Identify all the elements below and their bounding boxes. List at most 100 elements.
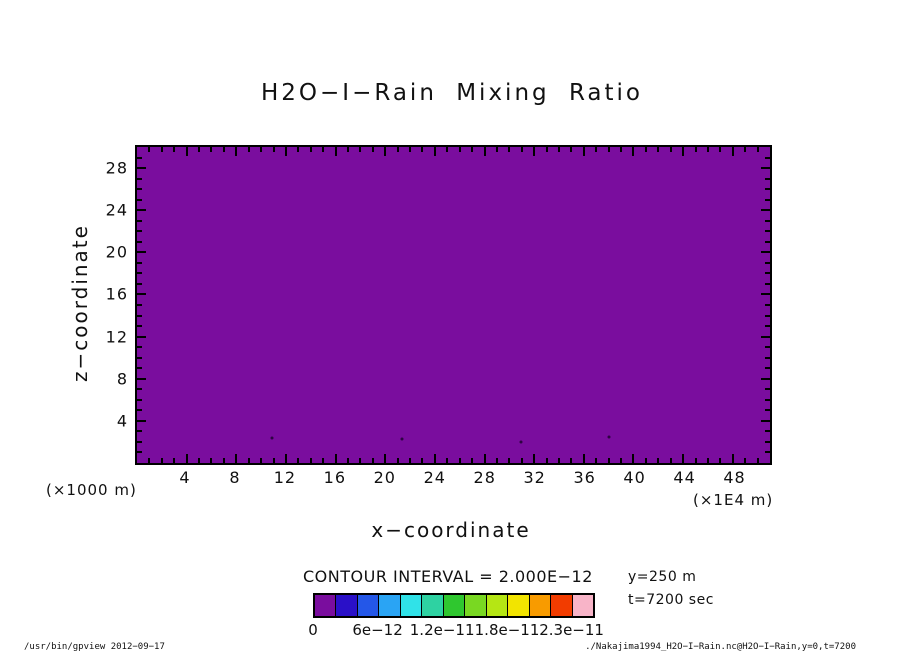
tick-mark: [137, 272, 142, 275]
colorbar-labels: 0 6e−12 1.2e−11 1.8e−11 2.3e−11: [308, 621, 604, 639]
tick-mark: [582, 454, 585, 463]
tick-mark: [761, 419, 770, 422]
colorbar-tick-label: 6e−12: [352, 621, 403, 639]
tick-mark: [384, 147, 387, 156]
tick-mark: [607, 147, 610, 152]
tick-mark: [137, 419, 146, 422]
tick-mark: [765, 398, 770, 401]
tick-mark: [495, 147, 498, 152]
x-tick-label: 12: [273, 468, 297, 487]
x-tick-label: 20: [373, 468, 396, 487]
colorbar-tick-label: 1.2e−11: [409, 621, 475, 639]
tick-mark: [761, 209, 770, 212]
tick-mark: [137, 240, 142, 243]
contour-speck: [519, 440, 523, 443]
tick-mark: [731, 454, 734, 463]
x-axis-title: x−coordinate: [371, 518, 531, 542]
tick-mark: [359, 458, 362, 463]
tick-mark: [595, 147, 598, 152]
tick-mark: [620, 147, 623, 152]
tick-mark: [620, 458, 623, 463]
tick-mark: [137, 398, 142, 401]
tick-mark: [137, 377, 146, 380]
tick-mark: [483, 147, 486, 156]
x-tick-labels: 4 8 12 16 20 24 28 32 36 40 44 48: [135, 468, 772, 490]
tick-mark: [137, 451, 142, 454]
y-tick-label: 16: [105, 284, 128, 304]
tick-mark: [137, 282, 142, 285]
tick-mark: [346, 147, 349, 152]
tick-mark: [682, 147, 685, 156]
x-tick-label: 40: [623, 468, 646, 487]
tick-mark: [471, 147, 474, 152]
tick-mark: [719, 147, 722, 152]
tick-mark: [137, 440, 142, 443]
tick-mark: [495, 458, 498, 463]
tick-mark: [508, 147, 511, 152]
colorbar-cell: [315, 595, 337, 616]
y-tick-labels: 4 8 12 16 20 24 28: [86, 147, 128, 463]
tick-mark: [235, 147, 238, 156]
footer-source-file: ./Nakajima1994_H2O−I−Rain.nc@H2O−I−Rain,…: [585, 642, 856, 652]
tick-mark: [409, 458, 412, 463]
tick-mark: [570, 458, 573, 463]
tick-mark: [334, 147, 337, 156]
tick-mark: [297, 147, 300, 152]
annotation-t: t=7200 sec: [628, 592, 714, 608]
tick-mark: [433, 147, 436, 156]
x-tick-label: 16: [323, 468, 347, 487]
tick-mark: [765, 230, 770, 233]
tick-mark: [765, 272, 770, 275]
tick-mark: [557, 458, 560, 463]
tick-mark: [260, 458, 263, 463]
x-tick-label: 28: [473, 468, 496, 487]
tick-mark: [198, 458, 201, 463]
tick-mark: [669, 458, 672, 463]
tick-mark: [719, 458, 722, 463]
tick-mark: [137, 325, 142, 328]
tick-mark: [765, 388, 770, 391]
tick-mark: [160, 458, 163, 463]
y-tick-label: 20: [105, 242, 128, 262]
tick-mark: [137, 314, 142, 317]
tick-mark: [765, 304, 770, 306]
tick-mark: [471, 458, 474, 463]
tick-mark: [765, 177, 770, 180]
tick-mark: [632, 147, 635, 156]
tick-mark: [334, 454, 337, 463]
x-tick-label: 4: [179, 468, 191, 487]
contour-speck: [607, 435, 611, 439]
tick-mark: [508, 458, 511, 463]
x-tick-label: 44: [673, 468, 696, 487]
tick-mark: [322, 458, 325, 463]
tick-mark: [148, 458, 151, 463]
tick-mark: [137, 293, 146, 296]
tick-mark: [297, 458, 300, 463]
tick-mark: [322, 147, 325, 152]
tick-mark: [137, 409, 142, 412]
tick-mark: [731, 147, 734, 156]
tick-mark: [669, 147, 672, 152]
tick-mark: [309, 147, 312, 152]
tick-mark: [446, 147, 449, 152]
y-axis-title: z−coordinate: [68, 224, 92, 382]
annotation-y: y=250 m: [628, 569, 697, 585]
tick-mark: [557, 147, 560, 152]
tick-mark: [137, 188, 142, 191]
colorbar-cell: [336, 595, 358, 616]
tick-mark: [137, 367, 142, 370]
tick-mark: [756, 147, 759, 152]
tick-mark: [272, 147, 275, 152]
colorbar-tick-label: 2.3e−11: [539, 621, 604, 639]
tick-mark: [765, 198, 770, 201]
tick-mark: [765, 356, 770, 359]
x-tick-label: 48: [723, 468, 746, 487]
tick-mark: [137, 177, 142, 180]
tick-mark: [744, 458, 747, 463]
chart-title: H2O−I−Rain Mixing Ratio: [261, 80, 643, 106]
tick-mark: [520, 458, 523, 463]
y-tick-label: 4: [116, 411, 128, 431]
colorbar-cell: [443, 595, 466, 616]
tick-mark: [371, 458, 374, 463]
colorbar-cell: [572, 595, 594, 616]
